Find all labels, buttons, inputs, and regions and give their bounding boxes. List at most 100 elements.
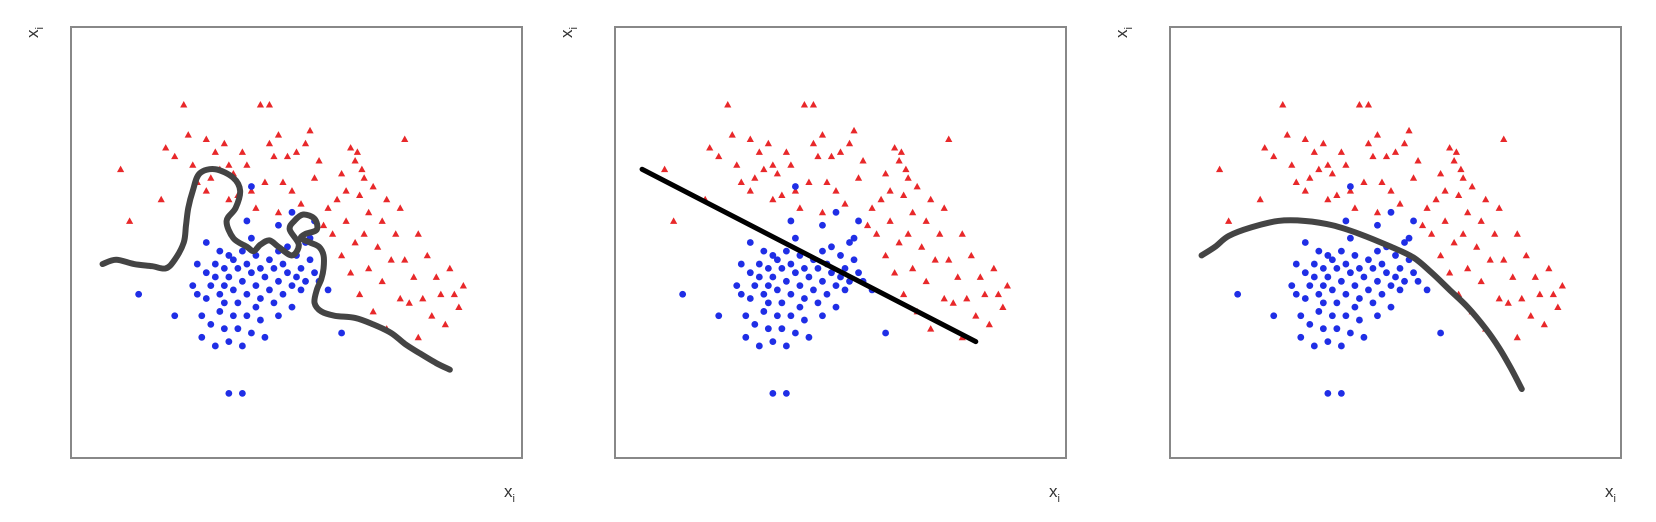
class-b-point — [1342, 290, 1350, 298]
class-b-point — [769, 338, 777, 346]
class-b-point — [1383, 269, 1390, 277]
class-b-point — [1319, 282, 1327, 289]
class-a-point — [1315, 165, 1323, 173]
class-b-point — [284, 269, 291, 277]
class-b-point — [832, 282, 840, 289]
class-a-point — [764, 139, 772, 147]
class-b-point — [207, 320, 215, 328]
class-a-point — [1513, 333, 1521, 341]
class-b-point — [1301, 269, 1309, 277]
class-a-point — [1446, 269, 1454, 276]
class-a-point — [1279, 100, 1287, 108]
class-a-point — [773, 169, 781, 177]
class-a-point — [1464, 264, 1472, 272]
y-axis-label: xi — [1112, 27, 1135, 38]
class-a-point — [428, 312, 436, 319]
class-a-point — [1446, 144, 1454, 151]
class-b-point — [1315, 247, 1323, 255]
class-a-point — [1482, 195, 1490, 203]
class-b-point — [1356, 264, 1363, 272]
y-axis-label: xi — [557, 27, 580, 38]
class-b-point — [189, 282, 197, 289]
class-a-point — [126, 217, 134, 224]
class-a-point — [945, 135, 953, 142]
class-a-point — [1333, 191, 1341, 198]
class-a-point — [882, 169, 890, 177]
class-a-point — [728, 131, 736, 138]
class-b-point — [171, 312, 179, 320]
class-a-point — [1409, 174, 1418, 181]
class-a-point — [796, 204, 804, 211]
class-b-point — [1414, 277, 1422, 285]
class-b-point — [792, 329, 799, 337]
class-a-point — [414, 333, 422, 341]
class-a-point — [378, 277, 386, 285]
class-a-point — [450, 290, 458, 298]
class-b-point — [238, 277, 246, 285]
class-a-point — [1504, 299, 1512, 306]
class-a-point — [1500, 256, 1508, 263]
class-b-point — [787, 217, 795, 225]
class-a-point — [724, 100, 732, 108]
class-a-point — [162, 144, 170, 151]
class-a-point — [301, 139, 310, 147]
class-a-point — [1437, 169, 1445, 177]
class-b-point — [1360, 273, 1368, 281]
class-b-point — [279, 260, 287, 268]
class-a-point — [1369, 152, 1377, 160]
class-a-point — [189, 161, 197, 168]
class-a-point — [297, 200, 305, 207]
decision-boundary — [1198, 217, 1525, 393]
class-a-point — [247, 187, 255, 194]
class-b-point — [796, 303, 804, 311]
class-a-point — [1418, 221, 1427, 229]
class-a-point — [455, 303, 463, 311]
class-b-point — [279, 290, 287, 298]
class-b-point — [1423, 286, 1431, 294]
class-b-point — [1310, 342, 1318, 350]
class-a-point — [981, 290, 989, 298]
class-a-point — [760, 165, 768, 173]
class-a-point — [1256, 195, 1264, 203]
class-b-point — [270, 264, 278, 272]
class-a-point — [1486, 256, 1494, 263]
class-b-point — [288, 303, 296, 311]
class-a-point — [365, 264, 373, 272]
class-b-point — [1288, 282, 1296, 289]
class-b-point — [220, 282, 228, 289]
class-b-point — [755, 260, 763, 268]
class-b-point — [764, 264, 772, 272]
class-b-points — [1234, 183, 1444, 397]
class-a-point — [841, 200, 849, 207]
class-b-point — [1392, 273, 1399, 281]
class-b-point — [243, 290, 251, 298]
class-a-point — [1452, 148, 1460, 155]
class-b-point — [1324, 338, 1332, 346]
class-b-point — [234, 299, 242, 307]
class-a-point — [963, 294, 971, 302]
class-b-point — [1401, 277, 1408, 285]
class-b-point — [311, 269, 318, 277]
class-b-point — [1396, 286, 1404, 294]
class-b-point — [1374, 277, 1381, 285]
class-b-point — [828, 269, 835, 277]
class-b-point — [1324, 252, 1332, 259]
class-b-point — [234, 325, 242, 333]
class-b-point — [1333, 325, 1341, 333]
class-b-point — [760, 308, 768, 315]
class-a-point — [954, 273, 962, 280]
class-a-point — [1405, 126, 1413, 134]
class-b-point — [782, 342, 790, 350]
class-a-point — [401, 256, 409, 263]
class-a-point — [994, 290, 1002, 298]
class-a-point — [958, 230, 966, 237]
class-b-point — [1315, 308, 1323, 315]
class-b-point — [782, 247, 790, 255]
class-a-point — [872, 230, 881, 237]
class-a-point — [1225, 217, 1233, 224]
class-b-point — [238, 389, 246, 397]
class-a-point — [891, 269, 899, 276]
class-a-point — [1437, 251, 1445, 259]
class-a-point — [1387, 187, 1395, 194]
class-b-point — [257, 295, 264, 302]
